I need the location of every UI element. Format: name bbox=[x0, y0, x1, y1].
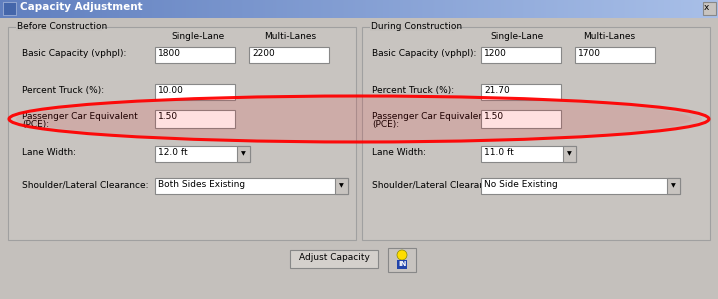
Bar bbox=[155, 110, 235, 128]
Text: No Side Existing: No Side Existing bbox=[484, 180, 558, 189]
Text: Multi-Lanes: Multi-Lanes bbox=[583, 32, 635, 41]
Bar bbox=[335, 178, 348, 194]
Text: Single-Lane: Single-Lane bbox=[172, 32, 225, 41]
Text: (PCE):: (PCE): bbox=[22, 120, 49, 129]
Bar bbox=[16, 22, 101, 31]
Bar bbox=[481, 47, 561, 63]
Text: 21.70: 21.70 bbox=[484, 86, 510, 95]
Text: Lane Width:: Lane Width: bbox=[372, 148, 426, 157]
Ellipse shape bbox=[27, 97, 691, 141]
Bar bbox=[155, 178, 348, 194]
Bar bbox=[155, 146, 250, 162]
Bar bbox=[388, 248, 416, 272]
Bar bbox=[290, 250, 378, 268]
Text: During Construction: During Construction bbox=[371, 22, 462, 31]
Text: x: x bbox=[704, 4, 709, 13]
Text: 1800: 1800 bbox=[158, 49, 181, 58]
Text: Passenger Car Equivalent: Passenger Car Equivalent bbox=[22, 112, 138, 121]
Text: Both Sides Existing: Both Sides Existing bbox=[158, 180, 245, 189]
Bar bbox=[249, 47, 329, 63]
Bar bbox=[575, 47, 655, 63]
Text: IN: IN bbox=[398, 261, 406, 267]
Bar bbox=[3, 2, 16, 15]
Text: Shoulder/Lateral Clearance:: Shoulder/Lateral Clearance: bbox=[372, 180, 498, 189]
Text: 1.50: 1.50 bbox=[484, 112, 504, 121]
Bar bbox=[155, 47, 235, 63]
Text: 1200: 1200 bbox=[484, 49, 507, 58]
Ellipse shape bbox=[16, 97, 702, 141]
Text: (PCE):: (PCE): bbox=[372, 120, 399, 129]
Bar bbox=[481, 110, 561, 128]
Text: Percent Truck (%):: Percent Truck (%): bbox=[372, 86, 454, 95]
Text: Passenger Car Equivalent: Passenger Car Equivalent bbox=[372, 112, 488, 121]
Bar bbox=[397, 260, 407, 269]
Text: ▼: ▼ bbox=[339, 184, 344, 188]
Bar bbox=[155, 84, 235, 100]
Text: Basic Capacity (vphpl):: Basic Capacity (vphpl): bbox=[22, 49, 126, 58]
Text: Before Construction: Before Construction bbox=[17, 22, 107, 31]
Text: Adjust Capacity: Adjust Capacity bbox=[299, 253, 370, 262]
Text: Multi-Lanes: Multi-Lanes bbox=[264, 32, 316, 41]
Text: ▼: ▼ bbox=[671, 184, 676, 188]
Bar bbox=[370, 22, 455, 31]
Bar bbox=[563, 146, 576, 162]
Text: 2200: 2200 bbox=[252, 49, 275, 58]
Text: 11.0 ft: 11.0 ft bbox=[484, 148, 514, 157]
Bar bbox=[362, 27, 710, 240]
Text: Basic Capacity (vphpl):: Basic Capacity (vphpl): bbox=[372, 49, 476, 58]
Text: Capacity Adjustment: Capacity Adjustment bbox=[20, 2, 143, 12]
Text: Lane Width:: Lane Width: bbox=[22, 148, 76, 157]
Text: Percent Truck (%):: Percent Truck (%): bbox=[22, 86, 104, 95]
Text: ▼: ▼ bbox=[241, 152, 246, 156]
Text: 12.0 ft: 12.0 ft bbox=[158, 148, 187, 157]
Text: Single-Lane: Single-Lane bbox=[490, 32, 544, 41]
Bar bbox=[667, 178, 680, 194]
Text: 1700: 1700 bbox=[578, 49, 601, 58]
Text: 10.00: 10.00 bbox=[158, 86, 184, 95]
Bar bbox=[481, 178, 680, 194]
Text: 1.50: 1.50 bbox=[158, 112, 178, 121]
Text: ▼: ▼ bbox=[567, 152, 572, 156]
Bar bbox=[481, 146, 576, 162]
Bar bbox=[8, 27, 356, 240]
Circle shape bbox=[397, 250, 407, 260]
Bar bbox=[237, 146, 250, 162]
Text: Shoulder/Lateral Clearance:: Shoulder/Lateral Clearance: bbox=[22, 180, 149, 189]
Bar bbox=[481, 84, 561, 100]
Bar bbox=[703, 2, 716, 15]
